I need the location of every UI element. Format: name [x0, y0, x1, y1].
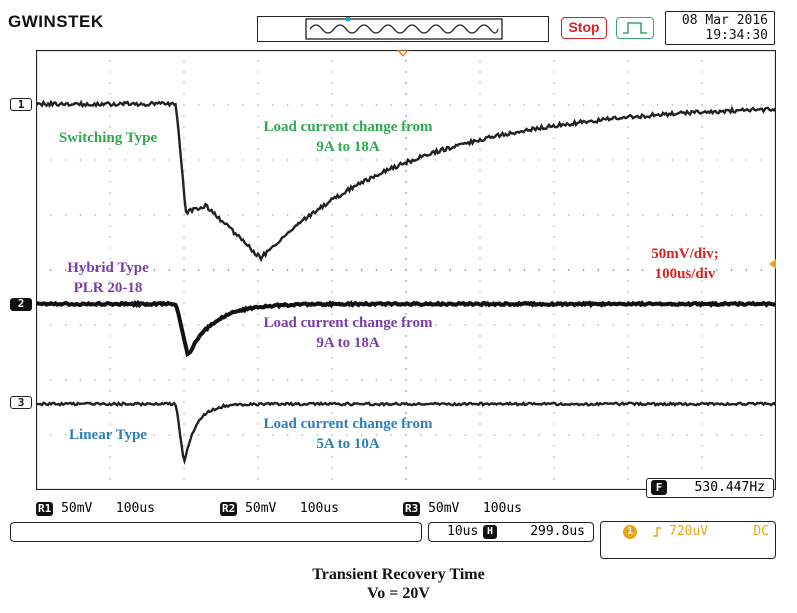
- ch2-description: Load current change from 9A to 18A: [218, 313, 478, 353]
- ref3-tag: R3: [403, 502, 420, 516]
- overview-waveform-icon: [258, 17, 548, 41]
- ch3-marker[interactable]: 3: [10, 396, 32, 409]
- trigger-readout[interactable]: 1 720uV DC: [600, 521, 776, 559]
- trigger-source-icon: 1: [623, 525, 637, 539]
- scale-line2: 100us/div: [600, 264, 770, 284]
- ch2-marker[interactable]: 2: [10, 298, 32, 311]
- ref1-tag: R1: [36, 502, 53, 516]
- ref2-volts: 50mV: [245, 501, 276, 516]
- ch3-name-label: Linear Type: [38, 425, 178, 445]
- timebase-readout[interactable]: 10us H 299.8us: [428, 522, 594, 542]
- timebase-scale: 10us: [447, 524, 478, 539]
- datetime-display: 08 Mar 2016 19:34:30: [665, 11, 775, 45]
- ch1-description: Load current change from 9A to 18A: [218, 117, 478, 157]
- trigger-level-value: 720uV: [669, 524, 708, 539]
- status-panel: [10, 522, 422, 542]
- ch2-name-line1: Hybrid Type: [38, 258, 178, 278]
- ref3-volts: 50mV: [428, 501, 459, 516]
- trigger-level-marker: [769, 259, 776, 269]
- date-text: 08 Mar 2016: [666, 13, 768, 28]
- frequency-readout[interactable]: F 530.447Hz: [646, 478, 774, 498]
- ch2-desc-line1: Load current change from: [218, 313, 478, 333]
- frequency-value: 530.447Hz: [695, 480, 765, 495]
- ch2-name-label: Hybrid Type PLR 20-18: [38, 258, 178, 298]
- ref2-setting[interactable]: R2 50mV 100us: [220, 501, 339, 516]
- ch2-desc-line2: 9A to 18A: [218, 333, 478, 353]
- caption-subtitle: Vo = 20V: [0, 585, 797, 603]
- scale-annotation: 50mV/div; 100us/div: [600, 244, 770, 284]
- brand-logo: GWINSTEK: [8, 12, 104, 32]
- caption-title: Transient Recovery Time: [0, 566, 797, 584]
- rising-edge-icon: [651, 524, 663, 540]
- ref2-tag: R2: [220, 502, 237, 516]
- ch3-description: Load current change from 5A to 10A: [218, 414, 478, 454]
- channel-settings-bar: R1 50mV 100us R2 50mV 100us R3 50mV 100u…: [36, 501, 776, 517]
- ref1-time: 100us: [116, 501, 155, 516]
- memory-overview-bar[interactable]: [257, 16, 549, 42]
- ref1-volts: 50mV: [61, 501, 92, 516]
- ref3-setting[interactable]: R3 50mV 100us: [403, 501, 522, 516]
- pulse-icon: [617, 18, 653, 38]
- ref1-setting[interactable]: R1 50mV 100us: [36, 501, 155, 516]
- ref2-time: 100us: [300, 501, 339, 516]
- ch2-name-line2: PLR 20-18: [38, 278, 178, 298]
- trigger-coupling: DC: [753, 524, 769, 539]
- scale-line1: 50mV/div;: [600, 244, 770, 264]
- ch3-desc-line1: Load current change from: [218, 414, 478, 434]
- ch1-desc-line2: 9A to 18A: [218, 137, 478, 157]
- ref3-time: 100us: [483, 501, 522, 516]
- ch3-desc-line2: 5A to 10A: [218, 434, 478, 454]
- horizontal-position-value: 299.8us: [530, 524, 585, 539]
- frequency-icon: F: [651, 480, 667, 495]
- ch1-marker[interactable]: 1: [10, 98, 32, 111]
- trigger-type-button[interactable]: [616, 17, 654, 39]
- stop-button[interactable]: Stop: [561, 17, 607, 39]
- ch1-name-label: Switching Type: [38, 128, 178, 148]
- ch1-desc-line1: Load current change from: [218, 117, 478, 137]
- horizontal-position-icon: H: [483, 525, 497, 539]
- time-text: 19:34:30: [666, 28, 768, 43]
